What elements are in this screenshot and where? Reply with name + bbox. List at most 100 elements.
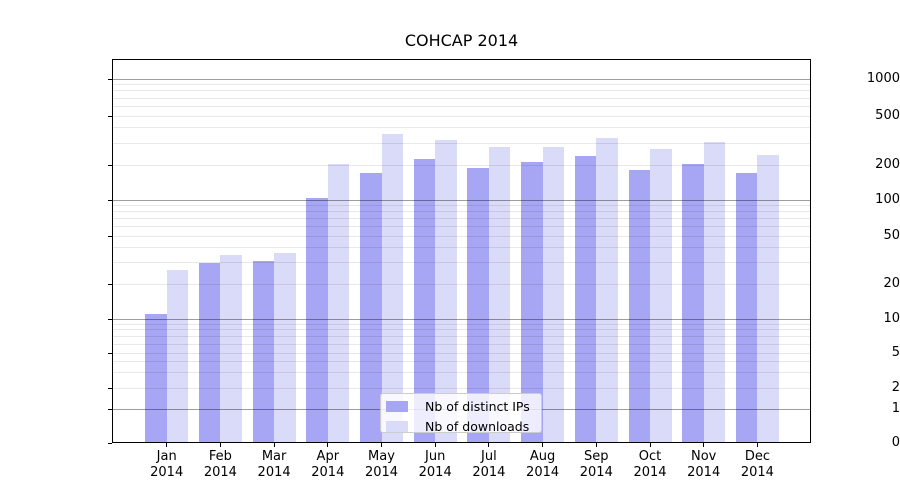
bar-dec-distinct-ips — [735, 172, 758, 443]
x-tick-mark-apr — [327, 443, 329, 447]
y-tick-mark-2 — [108, 387, 112, 389]
x-tick-mark-may — [381, 443, 382, 447]
gridline-minor-700 — [112, 97, 811, 99]
bar-aug-distinct-ips — [521, 162, 543, 443]
y-tick-label-50: 50 — [883, 228, 900, 243]
x-tick-year: 2014 — [472, 465, 506, 480]
y-tick-label-5: 5 — [891, 345, 900, 360]
x-tick-year: 2014 — [364, 465, 399, 480]
y-tick-label-200: 200 — [875, 157, 900, 172]
bar-sep-distinct-ips — [574, 155, 597, 443]
y-tick-label-2: 2 — [891, 380, 900, 395]
y-tick-mark-100 — [108, 199, 112, 201]
legend-item-distinct-ips: Nb of distinct IPs — [386, 398, 541, 414]
legend: Nb of distinct IPs Nb of downloads — [380, 393, 542, 434]
gridline-minor-70 — [112, 218, 811, 220]
y-tick-label-0: 0 — [891, 435, 900, 450]
gridline-minor-300 — [112, 142, 811, 144]
x-tick-mark-feb — [219, 443, 221, 447]
x-tick-month: Apr — [316, 449, 340, 464]
x-tick-label-oct: Oct 2014 — [622, 449, 678, 481]
gridline-minor-60 — [112, 226, 811, 228]
bar-sep-downloads — [596, 137, 618, 443]
gridline-minor-6 — [112, 343, 811, 345]
x-tick-mark-dec — [756, 443, 758, 447]
x-tick-month: Oct — [638, 449, 662, 464]
y-tick-mark-500 — [108, 115, 112, 117]
x-tick-month: Jan — [156, 449, 177, 464]
chart-title: COHCAP 2014 — [404, 31, 519, 50]
x-tick-label-feb: Feb 2014 — [192, 449, 248, 481]
bar-may-distinct-ips — [360, 173, 382, 443]
y-tick-mark-200 — [108, 164, 112, 166]
y-tick-mark-10 — [108, 318, 112, 320]
x-tick-year: 2014 — [418, 465, 452, 480]
x-tick-mark-aug — [542, 443, 544, 447]
bar-feb-downloads — [220, 254, 242, 443]
x-tick-label-jun: Jun 2014 — [407, 449, 463, 481]
x-tick-year: 2014 — [526, 465, 560, 480]
bar-oct-distinct-ips — [628, 170, 650, 443]
gridline-minor-600 — [112, 105, 811, 107]
x-tick-year: 2014 — [579, 465, 613, 480]
x-tick-label-aug: Aug 2014 — [515, 449, 571, 481]
y-tick-label-10: 10 — [883, 311, 900, 326]
gridline-minor-800 — [112, 90, 811, 92]
gridline-minor-3 — [112, 372, 811, 373]
x-tick-month: Nov — [691, 449, 717, 464]
y-tick-mark-50 — [108, 235, 112, 237]
bar-nov-downloads — [703, 142, 726, 443]
x-tick-month: Feb — [208, 449, 232, 464]
x-tick-month: Mar — [261, 449, 287, 464]
gridline-minor-30 — [112, 262, 811, 264]
y-tick-mark-20 — [108, 283, 112, 285]
bar-jun-distinct-ips — [413, 158, 436, 443]
x-tick-year: 2014 — [257, 465, 291, 480]
x-tick-label-mar: Mar 2014 — [246, 449, 302, 481]
axis-spine-bottom — [112, 442, 811, 443]
gridline-major-10 — [112, 318, 811, 320]
legend-label-downloads: Nb of downloads — [425, 418, 530, 434]
bar-jul-distinct-ips — [467, 167, 489, 443]
axis-spine-top — [112, 59, 811, 60]
y-tick-mark-1000 — [108, 78, 112, 80]
gridline-minor-2 — [112, 387, 811, 389]
gridline-minor-500 — [112, 115, 811, 117]
x-tick-label-nov: Nov 2014 — [676, 449, 732, 481]
x-tick-mark-jul — [488, 443, 490, 447]
x-tick-year: 2014 — [311, 465, 345, 480]
gridline-minor-8 — [112, 329, 811, 331]
x-tick-label-may: May 2014 — [354, 449, 410, 481]
y-tick-label-1: 1 — [891, 401, 900, 416]
x-tick-mark-nov — [703, 443, 705, 447]
gridline-minor-900 — [112, 84, 811, 86]
x-tick-month: Sep — [584, 449, 609, 464]
x-tick-mark-sep — [595, 443, 597, 447]
gridline-minor-50 — [112, 235, 811, 237]
bar-mar-distinct-ips — [252, 261, 275, 443]
bar-nov-distinct-ips — [682, 163, 704, 443]
x-tick-label-sep: Sep 2014 — [568, 449, 624, 481]
bar-aug-downloads — [542, 147, 565, 443]
gridline-minor-5 — [112, 352, 811, 354]
legend-swatch-downloads — [386, 420, 408, 432]
bar-mar-downloads — [274, 253, 296, 443]
gridline-minor-200 — [112, 164, 811, 166]
x-tick-year: 2014 — [203, 465, 237, 480]
y-tick-label-100: 100 — [875, 192, 900, 207]
x-tick-mark-jan — [166, 443, 168, 447]
bar-jan-downloads — [166, 270, 189, 443]
gridline-minor-9 — [112, 323, 811, 325]
bar-jan-distinct-ips — [145, 314, 167, 443]
y-tick-label-1000: 1000 — [866, 71, 900, 86]
x-tick-label-jan: Jan 2014 — [139, 449, 195, 481]
gridline-minor-90 — [112, 204, 811, 206]
plot-area: Nb of distinct IPs Nb of downloads — [112, 59, 811, 443]
x-tick-month: Jul — [481, 449, 497, 464]
bar-feb-distinct-ips — [198, 262, 221, 443]
y-tick-mark-0 — [108, 442, 112, 444]
gridline-minor-4 — [112, 361, 811, 363]
bar-jun-downloads — [435, 139, 457, 443]
y-tick-mark-1 — [108, 408, 112, 410]
